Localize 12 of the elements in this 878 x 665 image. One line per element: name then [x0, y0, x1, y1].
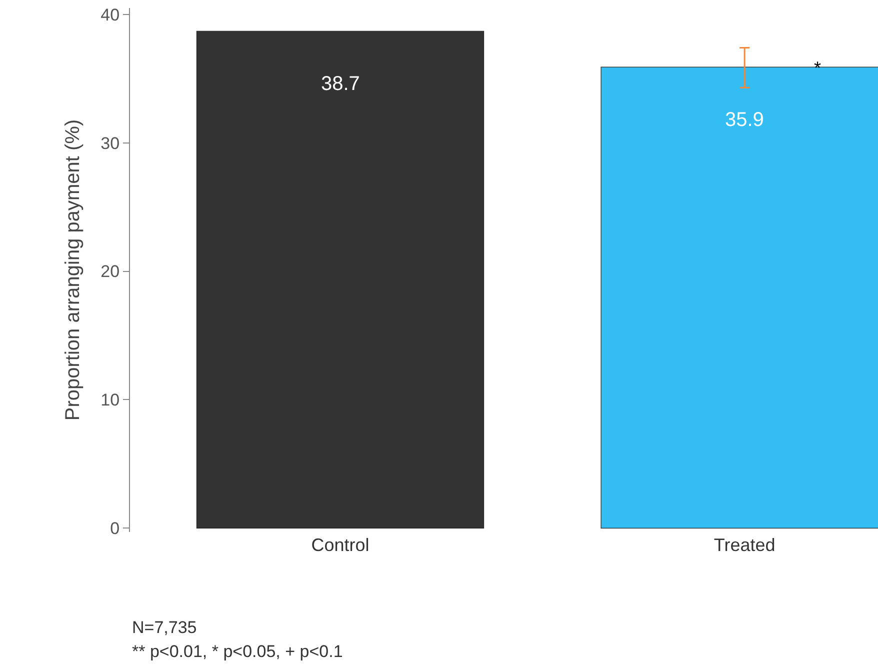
data-label: 35.9: [725, 109, 764, 131]
data-label: 38.7: [321, 73, 360, 95]
y-tick-label: 30: [100, 134, 120, 153]
text: N=7,735: [132, 618, 197, 637]
x-tick-label: Treated: [714, 535, 776, 555]
y-tick-label: 10: [100, 390, 120, 410]
y-tick-label: 0: [110, 519, 120, 538]
y-tick-label: 20: [100, 262, 120, 282]
y-axis-title: Proportion arranging payment (%): [62, 119, 84, 421]
x-tick-label: Control: [311, 535, 370, 555]
text: ** p<0.01, * p<0.05, + p<0.1: [132, 642, 343, 661]
y-tick-label: 40: [100, 5, 120, 24]
